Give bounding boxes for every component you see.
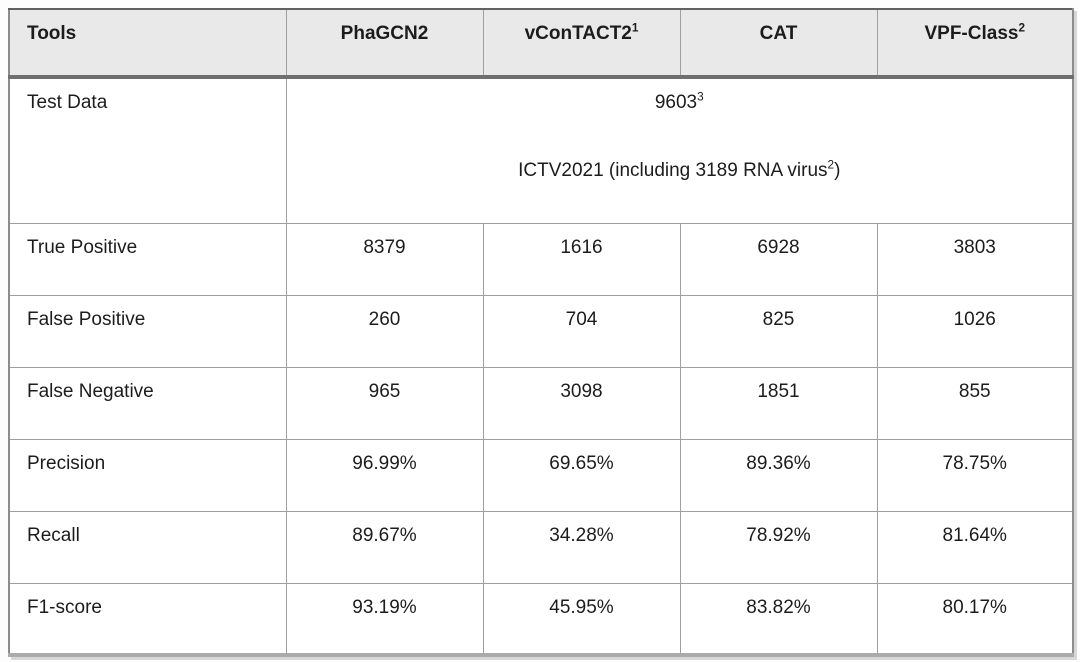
test-data-count-footnote: 3 [697,90,704,104]
table-row-f1-score: F1-score 93.19% 45.95% 83.82% 80.17% [8,582,1074,656]
table-row-false-positive: False Positive 260 704 825 1026 [8,294,1074,368]
cell-value: 45.95% [482,582,681,656]
cell-value: 89.67% [285,510,484,584]
header-vpfclass-label: VPF-Class [924,23,1019,44]
header-tools: Tools [8,8,287,79]
header-cat: CAT [679,8,878,79]
row-label: Precision [8,438,287,512]
test-data-row: Test Data 96033 ICTV2021 (including 3189… [8,76,1074,224]
table-row-false-negative: False Negative 965 3098 1851 855 [8,366,1074,440]
cell-value: 825 [679,294,878,368]
cell-value: 81.64% [876,510,1074,584]
test-data-source-footnote: 2 [827,158,835,172]
cell-value: 93.19% [285,582,484,656]
cell-value: 78.92% [679,510,878,584]
test-data-count: 96033 [295,90,1065,114]
table-row-precision: Precision 96.99% 69.65% 89.36% 78.75% [8,438,1074,512]
header-vcontact2-label: vConTACT2 [524,23,632,44]
test-data-merged-cell: 96033 ICTV2021 (including 3189 RNA virus… [285,76,1074,224]
header-phagcn2: PhaGCN2 [285,8,484,79]
cell-value: 3098 [482,366,681,440]
header-row: Tools PhaGCN2 vConTACT21 CAT VPF-Class2 [8,8,1074,79]
header-vcontact2-footnote: 1 [631,21,639,35]
benchmark-table: Tools PhaGCN2 vConTACT21 CAT VPF-Class2 … [8,8,1074,657]
header-vpfclass-footnote: 2 [1018,21,1026,35]
cell-value: 260 [285,294,484,368]
cell-value: 83.82% [679,582,878,656]
header-vcontact2: vConTACT21 [482,8,681,79]
cell-value: 78.75% [876,438,1074,512]
row-label: False Negative [8,366,287,440]
cell-value: 89.36% [679,438,878,512]
header-vpfclass: VPF-Class2 [876,8,1074,79]
cell-value: 704 [482,294,681,368]
row-label: False Positive [8,294,287,368]
cell-value: 69.65% [482,438,681,512]
cell-value: 1851 [679,366,878,440]
test-data-source-suffix: ) [834,160,841,181]
cell-value: 855 [876,366,1074,440]
cell-value: 80.17% [876,582,1074,656]
test-data-count-value: 9603 [654,92,698,113]
header-phagcn2-label: PhaGCN2 [340,23,429,44]
header-cat-label: CAT [759,23,798,44]
table-row-recall: Recall 89.67% 34.28% 78.92% 81.64% [8,510,1074,584]
test-data-source-text: ICTV2021 (including 3189 RNA virus [518,160,828,181]
row-label: Recall [8,510,287,584]
row-label: F1-score [8,582,287,656]
cell-value: 1026 [876,294,1074,368]
cell-value: 6928 [679,222,878,296]
row-label: True Positive [8,222,287,296]
cell-value: 96.99% [285,438,484,512]
test-data-row-label: Test Data [8,76,287,224]
cell-value: 34.28% [482,510,681,584]
cell-value: 965 [285,366,484,440]
cell-value: 8379 [285,222,484,296]
test-data-source: ICTV2021 (including 3189 RNA virus2) [295,158,1065,182]
table-row-true-positive: True Positive 8379 1616 6928 3803 [8,222,1074,296]
cell-value: 3803 [876,222,1074,296]
cell-value: 1616 [482,222,681,296]
